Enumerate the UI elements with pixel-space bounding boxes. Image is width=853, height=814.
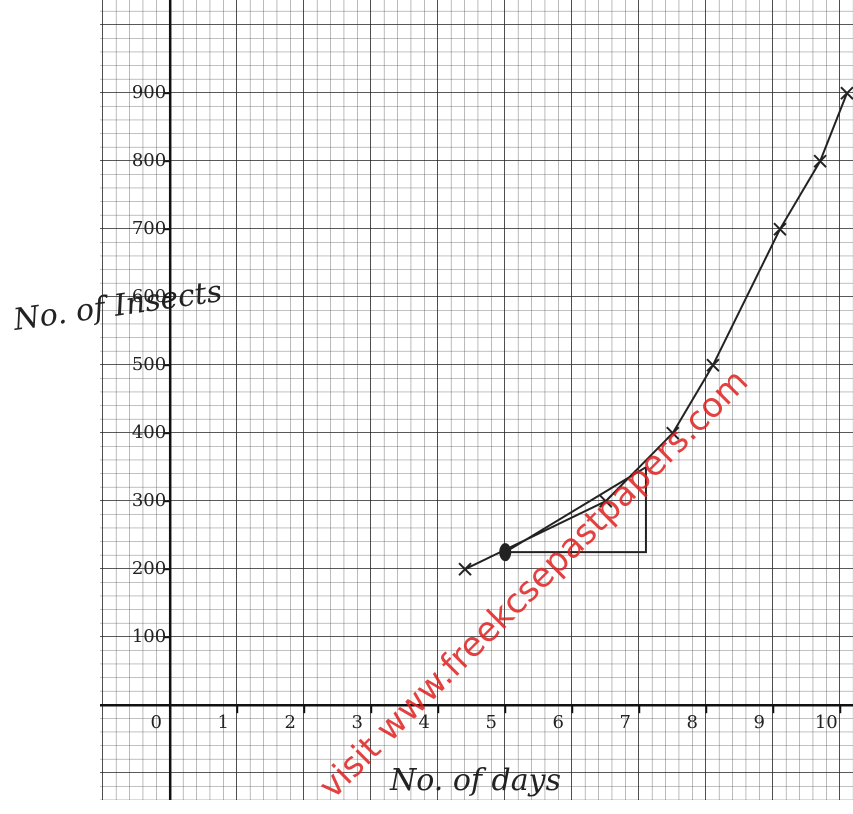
x-tick-label: 10 xyxy=(815,712,838,733)
y-tick-label: 800 xyxy=(132,150,166,171)
y-tick-label: 300 xyxy=(132,490,166,511)
x-tick-label: 5 xyxy=(486,712,497,733)
y-tick-label: 600 xyxy=(132,286,166,307)
y-tick-label: 200 xyxy=(132,558,166,579)
x-axis-label: No. of days xyxy=(389,763,561,798)
y-tick-label: 900 xyxy=(132,82,166,103)
x-tick-label: 1 xyxy=(217,712,228,733)
page: No. of Insects No. of days 0123456789101… xyxy=(0,0,853,814)
tangent-point xyxy=(499,543,511,561)
x-tick-label: 9 xyxy=(754,712,765,733)
y-tick-label: 400 xyxy=(132,422,166,443)
x-tick-label: 6 xyxy=(553,712,564,733)
y-tick-label: 100 xyxy=(132,626,166,647)
x-tick-label: 7 xyxy=(620,712,631,733)
x-tick-label: 0 xyxy=(150,712,161,733)
x-tick-label: 8 xyxy=(687,712,698,733)
y-tick-label: 500 xyxy=(132,354,166,375)
y-tick-label: 700 xyxy=(132,218,166,239)
x-tick-label: 2 xyxy=(284,712,295,733)
chart: No. of Insects No. of days 0123456789101… xyxy=(0,0,853,814)
